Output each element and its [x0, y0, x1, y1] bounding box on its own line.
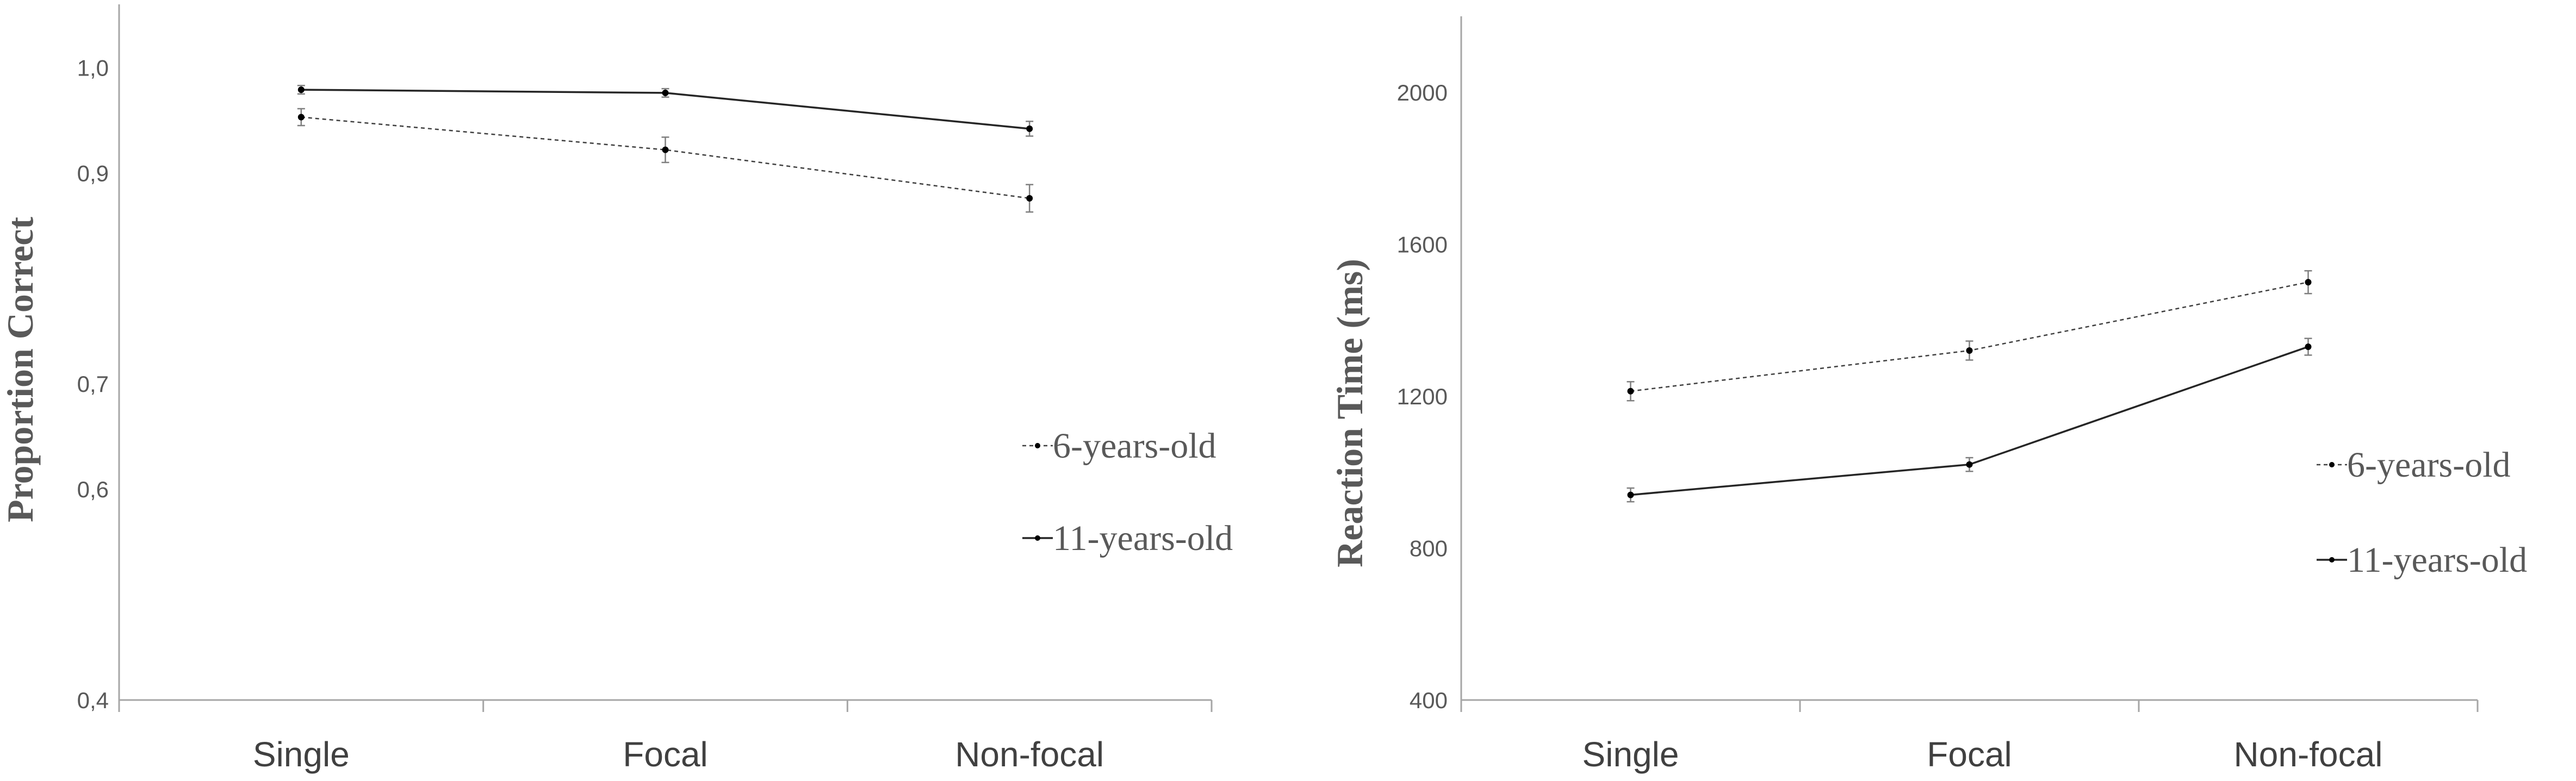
y-tick-label: 0,7	[77, 371, 109, 397]
x-category-label: Non-focal	[2234, 735, 2383, 774]
x-category-label: Single	[1582, 735, 1679, 774]
y-tick-label: 0,6	[77, 477, 109, 502]
data-point	[1026, 125, 1033, 132]
data-point	[1966, 347, 1973, 354]
legend-marker	[2329, 462, 2335, 467]
y-tick-label: 1,0	[77, 55, 109, 80]
series-line-dashed	[1630, 281, 2308, 392]
y-tick-label: 0,4	[77, 688, 109, 713]
legend-label: 11-years-old	[1053, 518, 1233, 558]
y-tick-label: 1200	[1397, 384, 1448, 409]
legend-label: 6-years-old	[2347, 445, 2511, 485]
x-category-label: Focal	[623, 735, 708, 774]
y-tick-label: 1600	[1397, 232, 1448, 257]
x-category-label: Non-focal	[955, 735, 1104, 774]
data-point	[2305, 279, 2312, 286]
y-axis-title: Reaction Time (ms)	[1329, 259, 1370, 567]
data-point	[1627, 388, 1634, 395]
y-tick-label: 800	[1410, 535, 1448, 561]
series-line-dashed	[301, 116, 1030, 199]
proportion-correct-chart: 0,4 0,6 0,7 0,9 1,0 Single Focal Non-focal Pro…	[0, 4, 1233, 774]
y-axis-title: Proportion Correct	[0, 217, 41, 522]
data-point	[662, 146, 669, 153]
legend-marker	[2329, 557, 2335, 563]
data-point	[1966, 461, 1973, 468]
y-tick-label: 400	[1410, 688, 1448, 713]
legend-label: 6-years-old	[1053, 426, 1216, 466]
series-line-solid	[1630, 346, 2309, 496]
data-point	[1627, 491, 1634, 498]
x-category-label: Single	[253, 735, 350, 774]
data-point	[1026, 195, 1033, 202]
data-point	[662, 89, 669, 96]
x-category-label: Focal	[1927, 735, 2012, 774]
legend-label: 11-years-old	[2347, 540, 2527, 580]
y-tick-label: 2000	[1397, 80, 1448, 105]
data-point	[2305, 343, 2312, 351]
data-point	[297, 114, 305, 121]
data-point	[297, 86, 305, 93]
legend-marker	[1035, 535, 1040, 541]
legend-marker	[1035, 443, 1040, 448]
y-tick-label: 0,9	[77, 160, 109, 186]
